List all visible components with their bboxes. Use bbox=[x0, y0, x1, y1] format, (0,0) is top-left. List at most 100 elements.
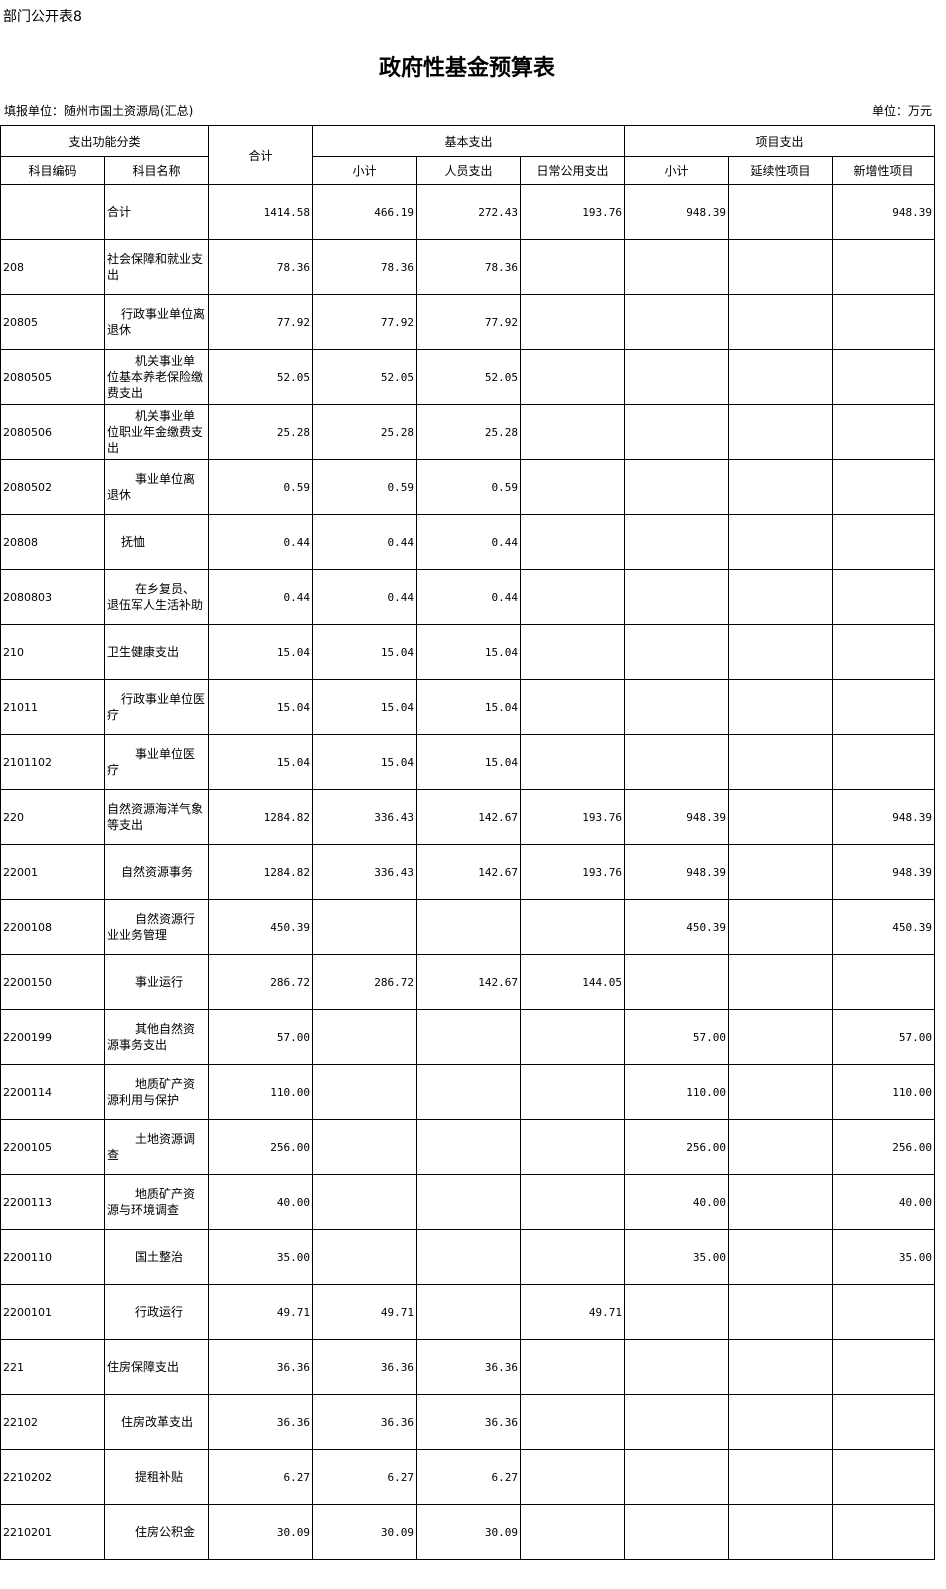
cell-public bbox=[520, 294, 626, 350]
form-number: 部门公开表8 bbox=[3, 9, 82, 25]
cell-total: 25.28 bbox=[208, 404, 314, 460]
cell-continuing bbox=[728, 514, 834, 570]
cell-project-subtotal bbox=[624, 569, 730, 625]
cell-basic-subtotal bbox=[312, 1119, 418, 1175]
cell-project-subtotal: 110.00 bbox=[624, 1064, 730, 1120]
cell-code: 20805 bbox=[0, 294, 105, 350]
cell-personnel: 15.04 bbox=[416, 679, 522, 735]
cell-basic-subtotal bbox=[312, 1009, 418, 1065]
cell-personnel: 52.05 bbox=[416, 349, 522, 405]
cell-public bbox=[520, 1119, 626, 1175]
header-code: 科目编码 bbox=[0, 156, 105, 185]
cell-project-subtotal bbox=[624, 349, 730, 405]
cell-name: 地质矿产资源与环境调查 bbox=[103, 1174, 210, 1230]
cell-code bbox=[0, 184, 105, 240]
cell-personnel: 0.44 bbox=[416, 569, 522, 625]
cell-total: 78.36 bbox=[208, 239, 314, 295]
cell-new: 450.39 bbox=[832, 899, 936, 955]
table-row: 2200113 地质矿产资源与环境调查 40.00 40.00 40.00 bbox=[0, 1174, 936, 1230]
cell-continuing bbox=[728, 1284, 834, 1340]
table-row: 22001 自然资源事务 1284.82 336.43 142.67 193.76 948.… bbox=[0, 844, 936, 900]
cell-basic-subtotal bbox=[312, 1174, 418, 1230]
cell-project-subtotal bbox=[624, 294, 730, 350]
page-title: 政府性基金预算表 bbox=[378, 55, 555, 81]
cell-project-subtotal: 57.00 bbox=[624, 1009, 730, 1065]
cell-total: 36.36 bbox=[208, 1339, 314, 1395]
cell-continuing bbox=[728, 789, 834, 845]
cell-personnel: 142.67 bbox=[416, 844, 522, 900]
cell-new bbox=[832, 954, 936, 1010]
cell-name: 土地资源调查 bbox=[103, 1119, 210, 1175]
cell-total: 49.71 bbox=[208, 1284, 314, 1340]
table-row: 2200105 土地资源调查 256.00 256.00 256.00 bbox=[0, 1119, 936, 1175]
cell-total: 77.92 bbox=[208, 294, 314, 350]
cell-project-subtotal bbox=[624, 239, 730, 295]
cell-project-subtotal bbox=[624, 1394, 730, 1450]
cell-new bbox=[832, 294, 936, 350]
cell-continuing bbox=[728, 404, 834, 460]
cell-total: 450.39 bbox=[208, 899, 314, 955]
cell-basic-subtotal: 6.27 bbox=[312, 1449, 418, 1505]
cell-continuing bbox=[728, 1009, 834, 1065]
cell-name: 国土整治 bbox=[103, 1229, 210, 1285]
cell-total: 0.59 bbox=[208, 459, 314, 515]
cell-new: 110.00 bbox=[832, 1064, 936, 1120]
cell-total: 57.00 bbox=[208, 1009, 314, 1065]
cell-total: 15.04 bbox=[208, 679, 314, 735]
cell-basic-subtotal: 0.59 bbox=[312, 459, 418, 515]
cell-personnel bbox=[416, 1229, 522, 1285]
cell-code: 22102 bbox=[0, 1394, 105, 1450]
cell-public bbox=[520, 569, 626, 625]
cell-total: 256.00 bbox=[208, 1119, 314, 1175]
cell-basic-subtotal: 36.36 bbox=[312, 1394, 418, 1450]
cell-public: 193.76 bbox=[520, 789, 626, 845]
cell-project-subtotal bbox=[624, 514, 730, 570]
cell-code: 208 bbox=[0, 239, 105, 295]
cell-project-subtotal bbox=[624, 1339, 730, 1395]
cell-public bbox=[520, 1174, 626, 1230]
cell-public bbox=[520, 1064, 626, 1120]
table-row: 220 自然资源海洋气象等支出 1284.82 336.43 142.67 193.76 9… bbox=[0, 789, 936, 845]
cell-total: 15.04 bbox=[208, 624, 314, 680]
cell-new: 35.00 bbox=[832, 1229, 936, 1285]
cell-project-subtotal bbox=[624, 1284, 730, 1340]
cell-code: 2210202 bbox=[0, 1449, 105, 1505]
cell-continuing bbox=[728, 239, 834, 295]
table-row: 2200108 自然资源行业业务管理 450.39 450.39 450.39 bbox=[0, 899, 936, 955]
cell-project-subtotal bbox=[624, 624, 730, 680]
cell-name: 行政事业单位医疗 bbox=[103, 679, 210, 735]
cell-name: 合计 bbox=[103, 184, 210, 240]
cell-code: 20808 bbox=[0, 514, 105, 570]
cell-basic-subtotal: 466.19 bbox=[312, 184, 418, 240]
cell-code: 2200110 bbox=[0, 1229, 105, 1285]
cell-name: 行政运行 bbox=[103, 1284, 210, 1340]
cell-name: 社会保障和就业支出 bbox=[103, 239, 210, 295]
cell-code: 221 bbox=[0, 1339, 105, 1395]
cell-total: 36.36 bbox=[208, 1394, 314, 1450]
cell-code: 2101102 bbox=[0, 734, 105, 790]
cell-personnel bbox=[416, 1064, 522, 1120]
header-project-subtotal: 小计 bbox=[624, 156, 730, 185]
cell-new bbox=[832, 679, 936, 735]
cell-code: 2200150 bbox=[0, 954, 105, 1010]
cell-public bbox=[520, 349, 626, 405]
cell-continuing bbox=[728, 1339, 834, 1395]
cell-continuing bbox=[728, 1064, 834, 1120]
cell-basic-subtotal: 15.04 bbox=[312, 624, 418, 680]
cell-continuing bbox=[728, 184, 834, 240]
cell-basic-subtotal: 25.28 bbox=[312, 404, 418, 460]
cell-personnel: 25.28 bbox=[416, 404, 522, 460]
cell-continuing bbox=[728, 679, 834, 735]
header-total: 合计 bbox=[208, 125, 314, 185]
cell-continuing bbox=[728, 844, 834, 900]
table-row: 2080502 事业单位离退休 0.59 0.59 0.59 bbox=[0, 459, 936, 515]
cell-code: 2080803 bbox=[0, 569, 105, 625]
cell-name: 住房保障支出 bbox=[103, 1339, 210, 1395]
cell-personnel: 142.67 bbox=[416, 789, 522, 845]
cell-project-subtotal bbox=[624, 954, 730, 1010]
cell-new bbox=[832, 349, 936, 405]
cell-project-subtotal bbox=[624, 1504, 730, 1560]
table-row: 2080506 机关事业单位职业年金缴费支出 25.28 25.28 25.28 bbox=[0, 404, 936, 460]
cell-personnel: 0.59 bbox=[416, 459, 522, 515]
table-row: 221 住房保障支出 36.36 36.36 36.36 bbox=[0, 1339, 936, 1395]
